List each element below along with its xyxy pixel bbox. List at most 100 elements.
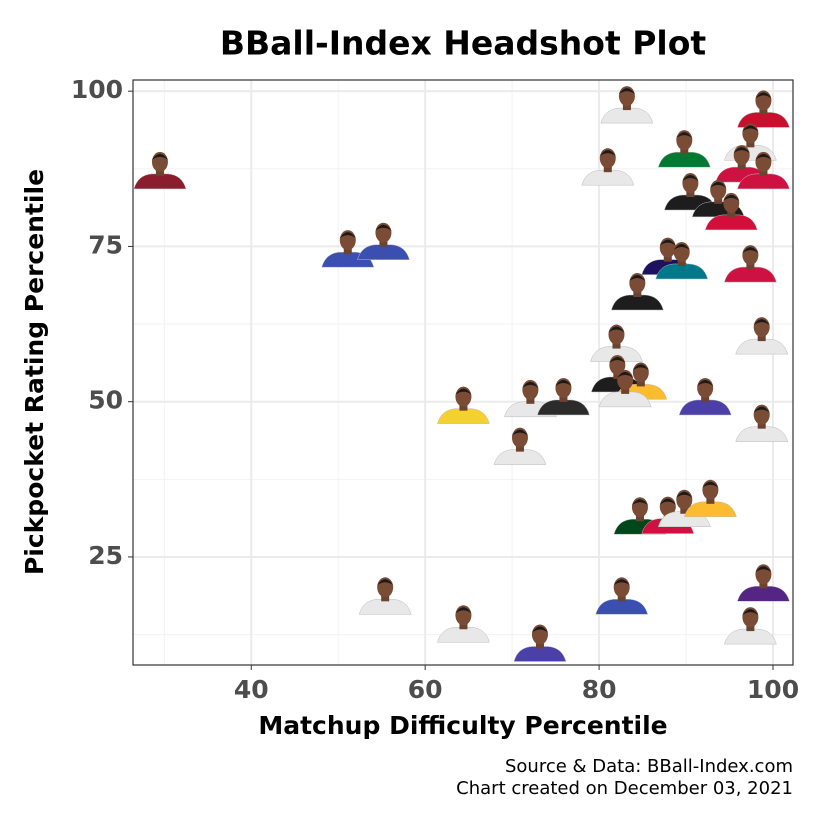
hair (702, 481, 719, 488)
hair (682, 175, 699, 182)
headshot-point (513, 624, 567, 662)
jersey (598, 391, 652, 408)
jersey (611, 294, 664, 311)
jersey (678, 399, 732, 416)
headshot-point (437, 605, 490, 643)
hair (375, 224, 392, 231)
headshot-point (655, 241, 709, 280)
hair (555, 379, 572, 386)
hair (631, 499, 648, 506)
hair (632, 364, 649, 371)
headshot-point (704, 192, 758, 231)
caption: Source & Data: BBall-Index.com (505, 756, 793, 777)
jersey (437, 408, 490, 424)
jersey (590, 346, 643, 362)
y-tick-label: 25 (88, 541, 123, 570)
hair (617, 371, 634, 378)
hair (755, 153, 772, 160)
y-tick-label: 75 (88, 230, 123, 259)
hair (676, 491, 693, 498)
jersey (537, 399, 590, 416)
jersey (737, 112, 790, 128)
jersey (737, 586, 790, 602)
headshot-point (133, 151, 187, 190)
jersey (704, 214, 758, 231)
headshot-point (493, 427, 547, 465)
jersey (657, 151, 711, 168)
jersey (735, 426, 789, 442)
jersey (655, 263, 709, 280)
hair (455, 388, 472, 395)
headshot-point (357, 222, 410, 260)
jersey (595, 599, 649, 615)
hair (618, 88, 635, 95)
jersey (684, 501, 737, 518)
y-tick-label: 50 (88, 386, 123, 415)
hair (613, 579, 630, 586)
x-axis-label: Matchup Difficulty Percentile (258, 711, 667, 740)
headshot-point (678, 377, 732, 416)
hair (659, 239, 676, 246)
headshot-point (735, 404, 789, 442)
hair (531, 626, 548, 633)
plot-border (132, 79, 794, 666)
hair (151, 153, 168, 160)
hair (753, 319, 770, 326)
jersey (133, 173, 187, 190)
x-tick-label: 80 (582, 675, 617, 704)
hair (608, 326, 625, 333)
jersey (724, 628, 777, 645)
headshot-point (737, 564, 790, 602)
jersey (513, 646, 567, 662)
hair (511, 429, 528, 436)
headshot-point (595, 577, 649, 615)
headshot-point (590, 324, 643, 362)
headshot-point (358, 577, 412, 615)
headshot-point (724, 245, 777, 283)
hair (629, 275, 646, 282)
chart-title: BBall-Index Headshot Plot (220, 24, 707, 63)
jersey (493, 449, 547, 465)
x-tick-label: 40 (234, 675, 269, 704)
headshot-point (724, 607, 777, 645)
hair (673, 243, 690, 250)
hair (697, 379, 714, 386)
headshot-point (735, 317, 789, 355)
jersey (358, 599, 412, 615)
hair (659, 498, 676, 505)
x-tick-label: 60 (408, 675, 443, 704)
headshot-point (684, 479, 737, 518)
caption: Chart created on December 03, 2021 (456, 778, 793, 799)
headshot-point (737, 151, 790, 190)
headshot-point (598, 369, 652, 408)
y-axis-label: Pickpocket Rating Percentile (20, 169, 49, 575)
jersey (600, 107, 654, 124)
jersey (357, 244, 410, 260)
hair (742, 125, 759, 132)
hair (455, 607, 472, 614)
headshot-point (611, 273, 664, 311)
hair (522, 381, 539, 388)
hair (742, 247, 759, 254)
headshot-point (737, 90, 790, 128)
jersey (737, 173, 790, 190)
headshot-point (437, 386, 490, 424)
y-tick-label: 100 (71, 75, 123, 104)
hair (710, 181, 727, 188)
headshot-point (600, 86, 654, 124)
jersey (735, 338, 789, 355)
hair (377, 579, 394, 586)
hair (755, 92, 772, 99)
hair (755, 566, 772, 573)
hair (339, 232, 356, 239)
hair (753, 406, 770, 413)
headshot-point (657, 130, 711, 168)
headshot-point (581, 148, 635, 186)
hair (676, 132, 693, 139)
hair (733, 147, 750, 154)
headshot-point (321, 230, 375, 268)
hair (742, 609, 759, 616)
headshot-point (537, 377, 590, 416)
hair (723, 194, 740, 201)
